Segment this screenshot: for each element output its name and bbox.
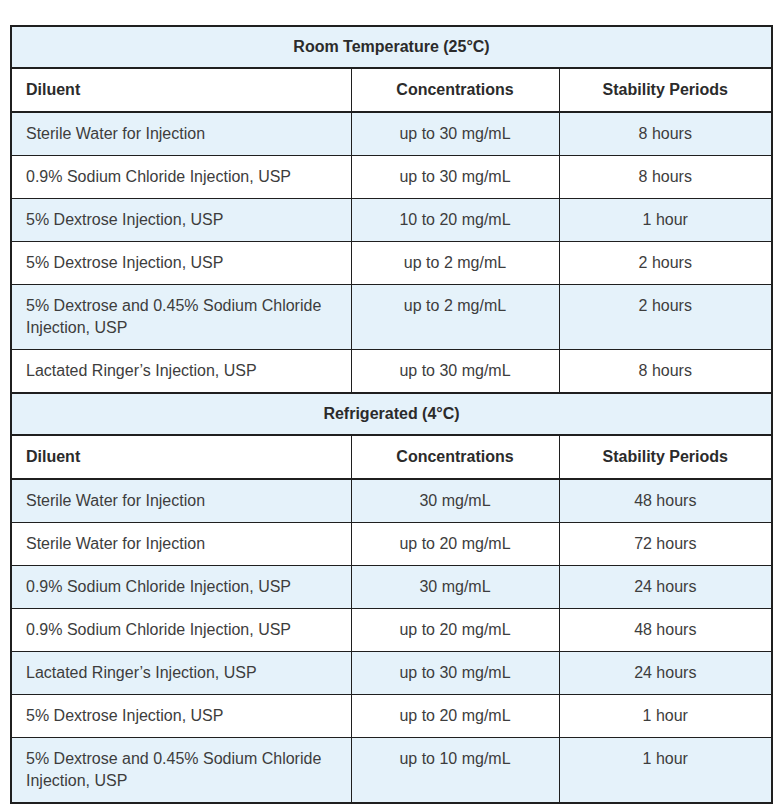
table-row: Sterile Water for Injectionup to 20 mg/m…: [11, 523, 772, 566]
table-row: 5% Dextrose Injection, USP10 to 20 mg/mL…: [11, 199, 772, 242]
stability-cell: 24 hours: [559, 652, 772, 695]
concentration-cell: up to 30 mg/mL: [351, 350, 559, 394]
concentration-cell: up to 2 mg/mL: [351, 242, 559, 285]
section-title: Refrigerated (4°C): [11, 393, 772, 435]
table-row: Sterile Water for Injectionup to 30 mg/m…: [11, 112, 772, 156]
section-title-row: Refrigerated (4°C): [11, 393, 772, 435]
stability-cell: 24 hours: [559, 566, 772, 609]
concentration-cell: 30 mg/mL: [351, 479, 559, 523]
table-row: 5% Dextrose and 0.45% Sodium Chloride In…: [11, 285, 772, 350]
concentration-cell: up to 20 mg/mL: [351, 523, 559, 566]
concentration-cell: up to 2 mg/mL: [351, 285, 559, 350]
concentration-cell: up to 30 mg/mL: [351, 156, 559, 199]
concentration-cell: up to 30 mg/mL: [351, 652, 559, 695]
diluent-cell: Sterile Water for Injection: [11, 523, 351, 566]
table-row: 5% Dextrose and 0.45% Sodium Chloride In…: [11, 738, 772, 804]
diluent-cell: Sterile Water for Injection: [11, 479, 351, 523]
stability-cell: 8 hours: [559, 112, 772, 156]
stability-cell: 2 hours: [559, 285, 772, 350]
table-row: 0.9% Sodium Chloride Injection, USP30 mg…: [11, 566, 772, 609]
column-header-diluent: Diluent: [11, 68, 351, 112]
column-header-diluent: Diluent: [11, 435, 351, 479]
table-row: 5% Dextrose Injection, USPup to 2 mg/mL2…: [11, 242, 772, 285]
column-header-concentration: Concentrations: [351, 68, 559, 112]
section-title: Room Temperature (25°C): [11, 26, 772, 68]
column-header-stability: Stability Periods: [559, 68, 772, 112]
diluent-cell: Sterile Water for Injection: [11, 112, 351, 156]
concentration-cell: up to 30 mg/mL: [351, 112, 559, 156]
stability-cell: 8 hours: [559, 350, 772, 394]
stability-cell: 48 hours: [559, 479, 772, 523]
diluent-cell: 0.9% Sodium Chloride Injection, USP: [11, 609, 351, 652]
stability-cell: 48 hours: [559, 609, 772, 652]
stability-cell: 1 hour: [559, 738, 772, 804]
table-row: Lactated Ringer’s Injection, USPup to 30…: [11, 652, 772, 695]
column-header-stability: Stability Periods: [559, 435, 772, 479]
table-row: 5% Dextrose Injection, USPup to 20 mg/mL…: [11, 695, 772, 738]
stability-cell: 1 hour: [559, 199, 772, 242]
column-header-concentration: Concentrations: [351, 435, 559, 479]
concentration-cell: 30 mg/mL: [351, 566, 559, 609]
stability-table: Room Temperature (25°C)DiluentConcentrat…: [10, 25, 773, 804]
diluent-cell: 0.9% Sodium Chloride Injection, USP: [11, 566, 351, 609]
stability-cell: 1 hour: [559, 695, 772, 738]
column-header-row: DiluentConcentrationsStability Periods: [11, 435, 772, 479]
diluent-cell: Lactated Ringer’s Injection, USP: [11, 652, 351, 695]
stability-cell: 2 hours: [559, 242, 772, 285]
page: Room Temperature (25°C)DiluentConcentrat…: [0, 0, 783, 809]
column-header-row: DiluentConcentrationsStability Periods: [11, 68, 772, 112]
concentration-cell: 10 to 20 mg/mL: [351, 199, 559, 242]
diluent-cell: 5% Dextrose Injection, USP: [11, 242, 351, 285]
concentration-cell: up to 10 mg/mL: [351, 738, 559, 804]
stability-table-body: Room Temperature (25°C)DiluentConcentrat…: [11, 26, 772, 803]
diluent-cell: 5% Dextrose and 0.45% Sodium Chloride In…: [11, 738, 351, 804]
table-row: Lactated Ringer’s Injection, USPup to 30…: [11, 350, 772, 394]
table-row: Sterile Water for Injection30 mg/mL48 ho…: [11, 479, 772, 523]
table-row: 0.9% Sodium Chloride Injection, USPup to…: [11, 156, 772, 199]
diluent-cell: 5% Dextrose and 0.45% Sodium Chloride In…: [11, 285, 351, 350]
section-title-row: Room Temperature (25°C): [11, 26, 772, 68]
stability-cell: 72 hours: [559, 523, 772, 566]
diluent-cell: 0.9% Sodium Chloride Injection, USP: [11, 156, 351, 199]
diluent-cell: Lactated Ringer’s Injection, USP: [11, 350, 351, 394]
stability-cell: 8 hours: [559, 156, 772, 199]
concentration-cell: up to 20 mg/mL: [351, 609, 559, 652]
concentration-cell: up to 20 mg/mL: [351, 695, 559, 738]
diluent-cell: 5% Dextrose Injection, USP: [11, 199, 351, 242]
table-row: 0.9% Sodium Chloride Injection, USPup to…: [11, 609, 772, 652]
diluent-cell: 5% Dextrose Injection, USP: [11, 695, 351, 738]
